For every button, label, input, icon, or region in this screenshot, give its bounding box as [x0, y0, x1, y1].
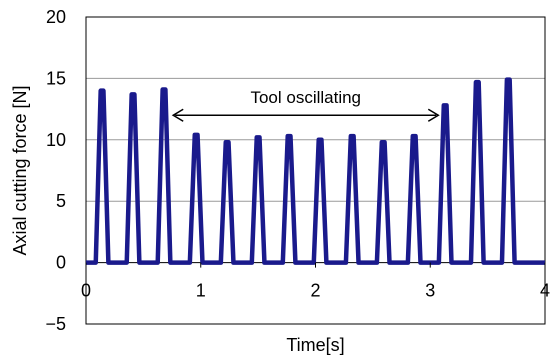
series-point [350, 134, 354, 138]
series-point [162, 87, 166, 91]
x-tick-label: 1 [196, 281, 206, 301]
y-tick-labels: −5 0 5 10 15 20 [45, 7, 66, 334]
series-point [412, 134, 416, 138]
series-point [318, 138, 322, 142]
series-point [225, 140, 229, 144]
x-tick-label: 3 [425, 281, 435, 301]
x-tick-label: 2 [310, 281, 320, 301]
series-point [287, 134, 291, 138]
series-point [381, 140, 385, 144]
x-axis-label: Time[s] [286, 335, 344, 355]
y-tick-label: 0 [56, 253, 66, 273]
series-layer [86, 77, 545, 265]
series-point [443, 103, 447, 107]
y-tick-label: 20 [46, 7, 66, 27]
annotation-layer: Tool oscillating [171, 88, 440, 122]
x-tick-label: 0 [81, 281, 91, 301]
y-tick-label: 15 [46, 68, 66, 88]
y-axis-label: Axial cutting force [N] [10, 85, 30, 255]
series-point [131, 92, 135, 96]
y-tick-label: 10 [46, 130, 66, 150]
series-point [100, 89, 104, 93]
y-tick-label: −5 [45, 314, 66, 334]
x-tick-label: 4 [540, 281, 550, 301]
arrowhead-left [171, 108, 184, 122]
series-point [475, 80, 479, 84]
annotation-text: Tool oscillating [250, 88, 361, 107]
series-point [194, 133, 198, 137]
series-point [506, 78, 510, 82]
y-tick-label: 5 [56, 191, 66, 211]
x-tick-labels: 0 1 2 3 4 [81, 262, 550, 301]
arrowhead-right [427, 108, 440, 122]
series-point [256, 135, 260, 139]
plot-frame [85, 16, 546, 325]
series-line [86, 77, 545, 265]
